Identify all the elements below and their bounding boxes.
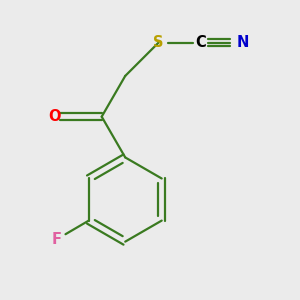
Text: S: S — [153, 35, 164, 50]
Text: F: F — [52, 232, 61, 247]
Text: O: O — [48, 109, 61, 124]
Text: C: C — [195, 35, 206, 50]
Text: N: N — [236, 35, 249, 50]
